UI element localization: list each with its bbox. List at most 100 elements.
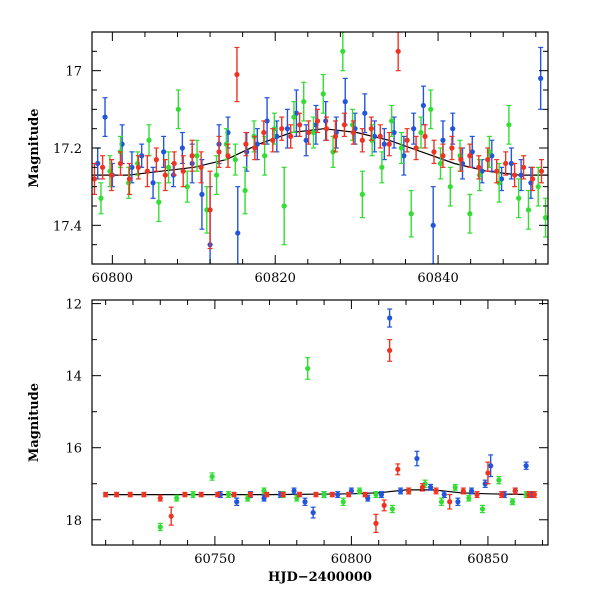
data-point xyxy=(274,133,280,139)
data-point xyxy=(340,499,346,505)
data-point xyxy=(342,99,348,105)
data-point xyxy=(165,164,172,170)
data-point xyxy=(310,129,317,136)
data-point xyxy=(284,126,291,132)
data-point xyxy=(431,149,437,155)
data-point xyxy=(213,172,220,178)
data-point xyxy=(506,122,512,128)
data-point xyxy=(254,141,260,147)
data-point xyxy=(270,137,276,143)
x-axis-title: HJD−2400000 xyxy=(268,570,372,585)
data-point xyxy=(356,488,363,494)
series-1 xyxy=(157,357,529,532)
data-point xyxy=(341,122,348,128)
data-point xyxy=(485,470,491,476)
data-point xyxy=(141,491,147,498)
plot-area xyxy=(92,32,548,264)
data-point xyxy=(346,491,352,498)
data-point xyxy=(179,145,185,151)
data-point xyxy=(531,491,537,498)
data-point xyxy=(247,491,253,498)
data-point xyxy=(293,110,299,116)
data-point xyxy=(199,191,205,197)
data-point xyxy=(349,122,356,128)
data-point xyxy=(209,473,215,480)
data-point xyxy=(288,133,294,139)
data-point xyxy=(103,491,109,498)
data-point xyxy=(310,509,316,516)
data-point xyxy=(180,168,186,174)
data-point xyxy=(139,153,145,159)
panel-frame xyxy=(91,31,549,265)
data-point xyxy=(234,499,240,505)
data-point xyxy=(340,48,346,54)
data-point xyxy=(395,48,401,54)
data-point xyxy=(184,184,190,190)
data-point xyxy=(482,481,488,487)
data-point xyxy=(476,164,482,170)
x-tick-label: 60840 xyxy=(417,271,458,286)
data-point xyxy=(494,168,500,174)
data-point xyxy=(503,160,509,167)
data-point xyxy=(368,126,374,132)
data-point xyxy=(320,91,326,97)
data-point xyxy=(175,106,181,112)
data-point xyxy=(362,110,368,116)
data-point xyxy=(498,491,505,498)
panel-frame xyxy=(91,299,549,546)
data-point xyxy=(512,172,518,178)
data-point xyxy=(135,164,142,170)
plot-area xyxy=(103,308,537,533)
data-point xyxy=(359,191,365,197)
data-point xyxy=(146,137,152,143)
data-point xyxy=(467,211,473,217)
data-point xyxy=(232,157,238,163)
y-axis-title: Magnitude xyxy=(27,108,42,187)
data-point xyxy=(235,230,241,236)
data-point xyxy=(477,172,483,178)
data-point xyxy=(538,168,545,174)
data-point xyxy=(437,160,444,167)
data-point xyxy=(303,137,309,143)
data-point xyxy=(379,164,385,170)
data-point xyxy=(404,137,410,143)
x-tick-label: 60800 xyxy=(92,271,133,286)
data-point xyxy=(381,141,387,147)
data-point xyxy=(305,365,311,372)
data-point xyxy=(350,129,356,136)
data-point xyxy=(542,215,548,221)
data-point xyxy=(194,153,200,159)
data-point xyxy=(378,491,385,498)
y-tick-label: 17.4 xyxy=(53,219,82,234)
series-2 xyxy=(92,32,545,250)
data-point xyxy=(262,153,268,159)
data-point xyxy=(190,491,196,498)
data-point xyxy=(498,176,505,182)
data-point xyxy=(479,168,485,174)
data-point xyxy=(99,164,106,170)
y-tick-label: 12 xyxy=(65,298,82,313)
data-point xyxy=(430,222,436,228)
data-point xyxy=(323,118,329,124)
data-point xyxy=(144,168,150,174)
data-point xyxy=(242,187,248,194)
data-point xyxy=(433,488,439,494)
data-point xyxy=(418,129,424,136)
data-point xyxy=(261,129,267,136)
data-point xyxy=(460,488,466,494)
data-point xyxy=(306,129,312,136)
data-point xyxy=(189,153,195,159)
x-tick-label: 60750 xyxy=(194,552,235,567)
data-point xyxy=(362,491,368,498)
data-point xyxy=(281,203,287,209)
data-point xyxy=(302,499,308,505)
data-point xyxy=(280,491,286,498)
data-point xyxy=(156,199,162,205)
data-point xyxy=(387,315,393,321)
data-point xyxy=(386,141,392,147)
data-point xyxy=(264,118,270,124)
series-2 xyxy=(103,339,537,533)
data-point xyxy=(489,153,495,159)
data-point xyxy=(335,491,341,498)
